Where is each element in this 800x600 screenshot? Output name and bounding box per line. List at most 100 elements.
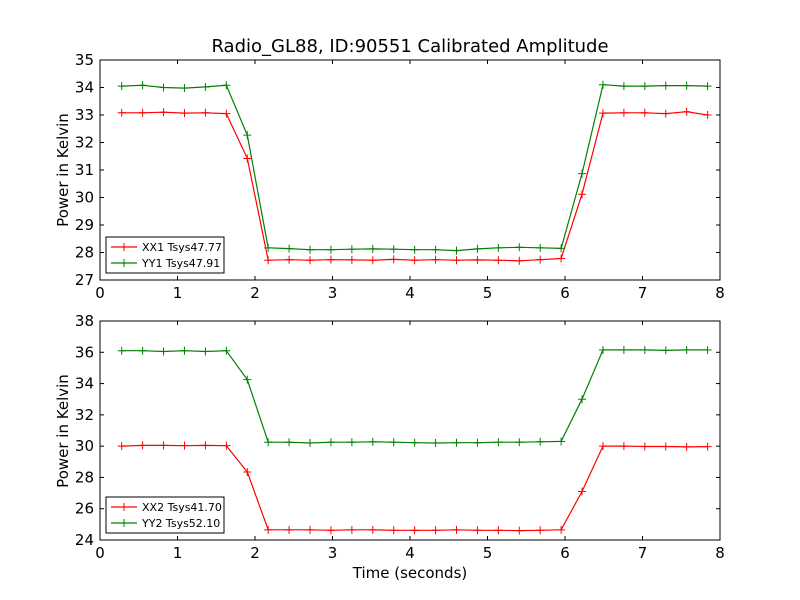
bottom-series-1-point [326, 526, 335, 535]
top-series-2-point [222, 81, 231, 90]
bottom-series-2-point [598, 345, 607, 354]
top-series-2-point [138, 81, 147, 90]
top-series-1-point [431, 255, 440, 264]
bottom-series-2-line [121, 349, 708, 444]
bottom-legend-label: XX2 Tsys41.70 [142, 501, 222, 514]
bottom-series-1-point [452, 525, 461, 534]
top-series-1-point [452, 256, 461, 265]
bottom-series-1-point [159, 441, 168, 450]
bottom-series-1-point [285, 525, 294, 534]
top-y-tick-label: 27 [75, 271, 94, 289]
top-series-2-point [619, 82, 628, 91]
top-series-2-line [121, 84, 708, 252]
bottom-series-1-point [347, 525, 356, 534]
top-series-1-point [159, 108, 168, 117]
bottom-y-axis-label: Power in Kelvin [54, 374, 72, 488]
top-series-2-point [473, 244, 482, 253]
top-x-tick-label: 8 [715, 284, 725, 302]
top-series-2-point [557, 244, 566, 253]
top-legend-marker [120, 259, 128, 267]
top-series-2-point [410, 245, 419, 254]
bottom-y-tick-label: 30 [75, 437, 94, 455]
top-legend-box [105, 236, 225, 274]
bottom-series-2-point [347, 438, 356, 447]
top-legend: XX1 Tsys47.77 YY1 Tsys47.91 [105, 236, 225, 274]
bottom-series-1-point [410, 526, 419, 535]
bottom-series-1-point [578, 487, 587, 496]
bottom-series-1-point [557, 525, 566, 534]
top-series-2-point [515, 243, 524, 252]
bottom-series-2-point [159, 347, 168, 356]
bottom-series-2-point [515, 438, 524, 447]
top-series-1-point [619, 108, 628, 117]
bottom-series-2-point [117, 346, 126, 355]
top-series-1-point [682, 107, 691, 116]
top-x-tick-label: 1 [173, 284, 183, 302]
bottom-x-tick-label: 8 [715, 544, 725, 562]
top-y-tick-label: 35 [75, 51, 94, 69]
bottom-series-1-point [306, 525, 315, 534]
bottom-series-2-point [180, 346, 189, 355]
bottom-series-1-point [243, 467, 252, 476]
top-series-2-point [368, 244, 377, 253]
top-series-1-point [243, 154, 252, 163]
top-series-2-point [536, 243, 545, 252]
top-series-2-point [326, 245, 335, 254]
bottom-y-tick-label: 24 [75, 531, 94, 549]
bottom-series-1-point [703, 442, 712, 451]
top-series-2-point [264, 243, 273, 252]
bottom-x-tick-label: 0 [95, 544, 105, 562]
top-y-tick-label: 29 [75, 216, 94, 234]
top-y-tick-label: 32 [75, 134, 94, 152]
bottom-series-2-point [431, 439, 440, 448]
bottom-legend-marker [120, 503, 128, 511]
top-legend-marker [120, 243, 128, 251]
bottom-series-1-point [619, 442, 628, 451]
bottom-y-tick-label: 32 [75, 406, 94, 424]
top-series-1-point [598, 109, 607, 118]
bottom-series-2-point [138, 346, 147, 355]
top-x-tick-label: 3 [328, 284, 338, 302]
top-series-marks [117, 80, 712, 265]
top-series-1-point [410, 256, 419, 265]
bottom-series-2-point [682, 345, 691, 354]
top-series-1-point [536, 255, 545, 264]
top-y-tick-label: 31 [75, 161, 94, 179]
bottom-x-tick-label: 3 [328, 544, 338, 562]
bottom-series-2-point [452, 438, 461, 447]
top-series-1-point [640, 108, 649, 117]
top-x-tick-label: 6 [560, 284, 570, 302]
bottom-x-tick-label: 2 [250, 544, 260, 562]
bottom-series-marks [117, 345, 712, 535]
top-series-2-point [117, 82, 126, 91]
top-legend-label: YY1 Tsys47.91 [141, 257, 220, 270]
bottom-y-tick-label: 28 [75, 468, 94, 486]
bottom-series-2-point [222, 346, 231, 355]
bottom-series-2-point [410, 438, 419, 447]
bottom-series-1-point [473, 526, 482, 535]
top-series-2-point [682, 81, 691, 90]
x-axis-label: Time (seconds) [352, 564, 468, 582]
bottom-x-tick-label: 4 [405, 544, 415, 562]
top-series-2-point [431, 245, 440, 254]
top-series-1-point [201, 108, 210, 117]
top-series-1-point [264, 256, 273, 265]
top-series-1-point [117, 108, 126, 117]
chart-title: Radio_GL88, ID:90551 Calibrated Amplitud… [211, 36, 608, 57]
top-series-1-point [326, 255, 335, 264]
bottom-series-2-point [264, 438, 273, 447]
bottom-series-1-point [661, 442, 670, 451]
bottom-series-2-point [536, 437, 545, 446]
bottom-series-1-point [138, 441, 147, 450]
top-series-1-point [368, 256, 377, 265]
bottom-series-1-point [536, 526, 545, 535]
bottom-series-2-point [201, 347, 210, 356]
top-series-2-point [494, 243, 503, 252]
bottom-series-1-point [117, 442, 126, 451]
top-series-1-point [661, 109, 670, 118]
bottom-y-tick-label: 36 [75, 343, 94, 361]
